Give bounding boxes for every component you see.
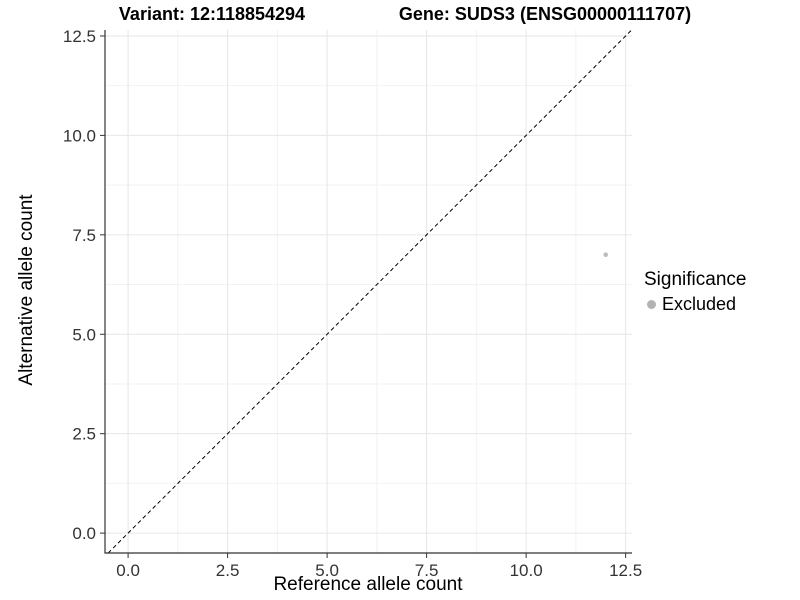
legend-title: Significance <box>644 269 747 290</box>
x-tick-label: 5.0 <box>315 561 339 580</box>
legend-item-label: Excluded <box>662 294 737 314</box>
x-tick-label: 0.0 <box>116 561 140 580</box>
x-tick-label: 7.5 <box>415 561 439 580</box>
x-axis-title: Reference allele count <box>273 574 463 595</box>
plot-title-variant: Variant: 12:118854294 <box>118 4 306 24</box>
legend-item-excluded: Excluded <box>644 294 746 315</box>
y-tick-label: 2.5 <box>72 425 96 444</box>
legend: Significance Excluded <box>644 269 746 315</box>
data-point <box>603 252 609 258</box>
excluded-point-swatch <box>647 300 656 309</box>
x-tick-label: 12.5 <box>609 561 642 580</box>
y-axis-title: Alternative allele count <box>16 194 37 386</box>
y-tick-label: 0.0 <box>72 524 96 543</box>
y-tick-label: 7.5 <box>72 226 96 245</box>
x-tick-label: 2.5 <box>216 561 240 580</box>
y-tick-label: 10.0 <box>63 126 96 145</box>
identity-line <box>107 29 632 554</box>
x-tick-label: 10.0 <box>510 561 543 580</box>
y-tick-label: 12.5 <box>63 27 96 46</box>
y-tick-label: 5.0 <box>72 325 96 344</box>
plot-title-gene: Gene: SUDS3 (ENSG00000111707) <box>398 4 692 24</box>
